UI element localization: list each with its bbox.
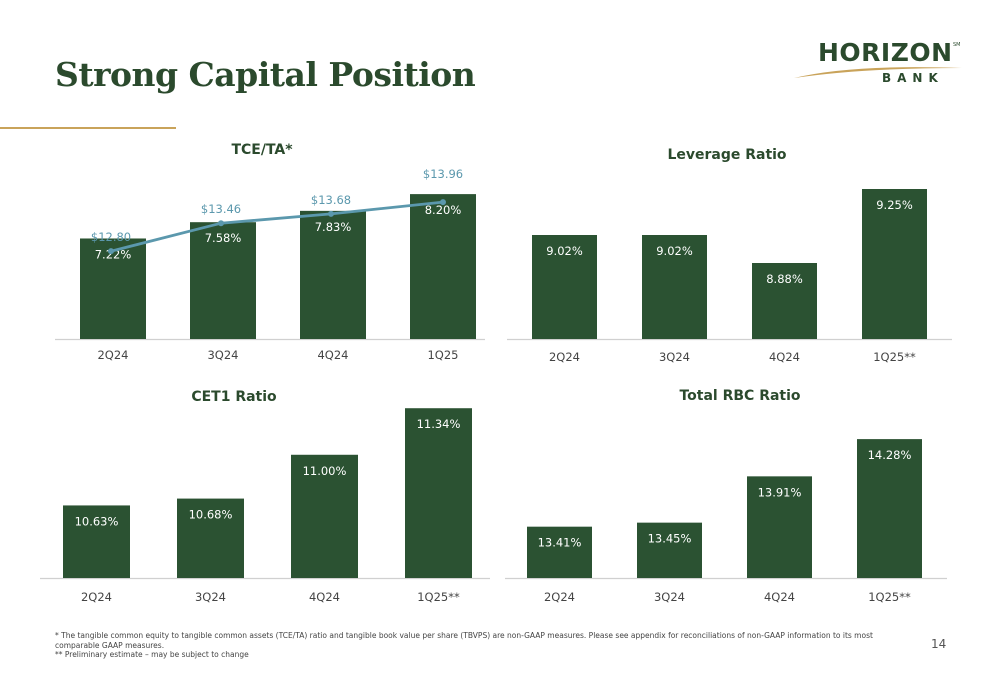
- page-title: Strong Capital Position: [55, 55, 476, 94]
- footnote-2: ** Preliminary estimate – may be subject…: [55, 650, 249, 659]
- total-rbc-ratio-bar-label: 14.28%: [868, 448, 912, 462]
- tce-ta-bar-label: 7.58%: [205, 231, 242, 245]
- footnote-1: * The tangible common equity to tangible…: [55, 631, 873, 650]
- cet1-ratio-bar-2Q24: [63, 505, 130, 578]
- total-rbc-ratio-tick-label: 4Q24: [764, 590, 795, 604]
- total-rbc-ratio-tick-label: 2Q24: [544, 590, 575, 604]
- cet1-ratio-tick-label: 4Q24: [309, 590, 340, 604]
- cet1-ratio-bar-3Q24: [177, 498, 244, 578]
- horizon-bank-logo: HORIZON SM BANK: [792, 38, 964, 90]
- tce-ta-tbvps-label: $13.96: [423, 167, 463, 181]
- cet1-ratio-bar-label: 10.63%: [75, 514, 119, 528]
- chart-total-rbc-ratio-svg: Total RBC Ratio 13.41% 2Q24 13.45% 3Q24 13.91…: [505, 388, 947, 604]
- tce-ta-bar-1Q25: [410, 194, 476, 339]
- leverage-ratio-tick-label: 3Q24: [659, 350, 690, 364]
- swoosh-icon: [794, 67, 962, 78]
- tce-ta-tbvps-label: $13.68: [311, 193, 351, 207]
- leverage-ratio-bar-label: 8.88%: [766, 272, 803, 286]
- leverage-ratio-bar-label: 9.02%: [546, 244, 583, 258]
- tce-ta-tbvps-point: [218, 220, 224, 227]
- tce-ta-tbvps-point: [440, 199, 446, 206]
- tce-ta-tick-label: 3Q24: [207, 348, 238, 362]
- total-rbc-ratio-bar-label: 13.41%: [538, 536, 582, 550]
- tce-ta-tick-label: 2Q24: [97, 348, 128, 362]
- total-rbc-ratio-bar-4Q24: [747, 476, 812, 578]
- cet1-ratio-bar-4Q24: [291, 454, 358, 578]
- total-rbc-ratio-bar-label: 13.45%: [648, 532, 692, 546]
- total-rbc-ratio-title: Total RBC Ratio: [679, 388, 800, 404]
- total-rbc-ratio-tick-label: 3Q24: [654, 590, 685, 604]
- cet1-ratio-tick-label: 3Q24: [195, 590, 226, 604]
- leverage-ratio-tick-label: 2Q24: [549, 350, 580, 364]
- leverage-ratio-bar-4Q24: [752, 263, 817, 339]
- cet1-ratio-bar-label: 11.00%: [303, 464, 347, 478]
- leverage-ratio-bar-3Q24: [642, 235, 707, 339]
- logo-service-mark: SM: [953, 42, 961, 48]
- tce-ta-tbvps-point: [328, 210, 334, 217]
- cet1-ratio-bar-1Q25: [405, 408, 472, 578]
- tce-ta-tbvps-line: [110, 200, 444, 253]
- leverage-ratio-bar-label: 9.25%: [876, 198, 913, 212]
- tce-ta-tbvps-point: [108, 248, 114, 255]
- cet1-ratio-title: CET1 Ratio: [191, 389, 277, 405]
- leverage-ratio-tick-label: 4Q24: [769, 350, 800, 364]
- tce-ta-title: TCE/TA*: [231, 142, 293, 158]
- tce-ta-bar-label: 7.83%: [315, 220, 352, 234]
- tce-ta-tbvps-label: $13.46: [201, 202, 241, 216]
- leverage-ratio-bar-label: 9.02%: [656, 244, 693, 258]
- chart-cet1-ratio-svg: CET1 Ratio 10.63% 2Q24 10.68% 3Q24 11.00% 4Q24…: [40, 389, 490, 604]
- total-rbc-ratio-bar-1Q25: [857, 439, 922, 578]
- tce-ta-tick-label: 1Q25: [427, 348, 458, 362]
- total-rbc-ratio-bar-label: 13.91%: [758, 485, 802, 499]
- title-rule: [0, 127, 176, 129]
- page-number: 14: [931, 637, 947, 651]
- chart-tce-ta-svg: TCE/TA* 7.22% 2Q24 7.58% 3Q24 7.83% 4Q24 8.20% 1…: [55, 142, 485, 362]
- total-rbc-ratio-tick-label: 1Q25**: [868, 590, 911, 604]
- tce-ta-tick-label: 4Q24: [317, 348, 348, 362]
- tce-ta-tbvps-label: $12.80: [91, 230, 131, 244]
- chart-total-rbc-ratio: Total RBC Ratio 13.41% 2Q24 13.45% 3Q24 13.91…: [505, 382, 947, 610]
- tce-ta-bar-2Q24: [80, 238, 146, 339]
- leverage-ratio-bar-2Q24: [532, 235, 597, 339]
- tce-ta-bar-4Q24: [300, 210, 366, 339]
- tce-ta-bar-3Q24: [190, 222, 256, 339]
- chart-cet1-ratio: CET1 Ratio 10.63% 2Q24 10.68% 3Q24 11.00% 4Q24…: [40, 382, 490, 610]
- cet1-ratio-bar-label: 11.34%: [417, 417, 461, 431]
- leverage-ratio-title: Leverage Ratio: [667, 147, 786, 163]
- cet1-ratio-bar-label: 10.68%: [189, 508, 233, 522]
- chart-tce-ta: TCE/TA* 7.22% 2Q24 7.58% 3Q24 7.83% 4Q24 8.20% 1…: [55, 135, 485, 370]
- logo-subtitle: BANK: [882, 71, 944, 85]
- chart-leverage-ratio: Leverage Ratio 9.02% 2Q24 9.02% 3Q24 8.88% 4Q2…: [507, 135, 952, 370]
- total-rbc-ratio-bar-3Q24: [637, 522, 702, 578]
- logo-wordmark: HORIZON: [818, 38, 953, 67]
- tce-ta-bar-label: 8.20%: [425, 203, 462, 217]
- tce-ta-bar-label: 7.22%: [95, 247, 132, 261]
- total-rbc-ratio-bar-2Q24: [527, 526, 592, 578]
- chart-leverage-ratio-svg: Leverage Ratio 9.02% 2Q24 9.02% 3Q24 8.88% 4Q2…: [507, 147, 952, 364]
- leverage-ratio-tick-label: 1Q25**: [873, 350, 916, 364]
- leverage-ratio-bar-1Q25: [862, 189, 927, 339]
- cet1-ratio-tick-label: 1Q25**: [417, 590, 460, 604]
- cet1-ratio-tick-label: 2Q24: [81, 590, 112, 604]
- footnotes: * The tangible common equity to tangible…: [55, 631, 915, 660]
